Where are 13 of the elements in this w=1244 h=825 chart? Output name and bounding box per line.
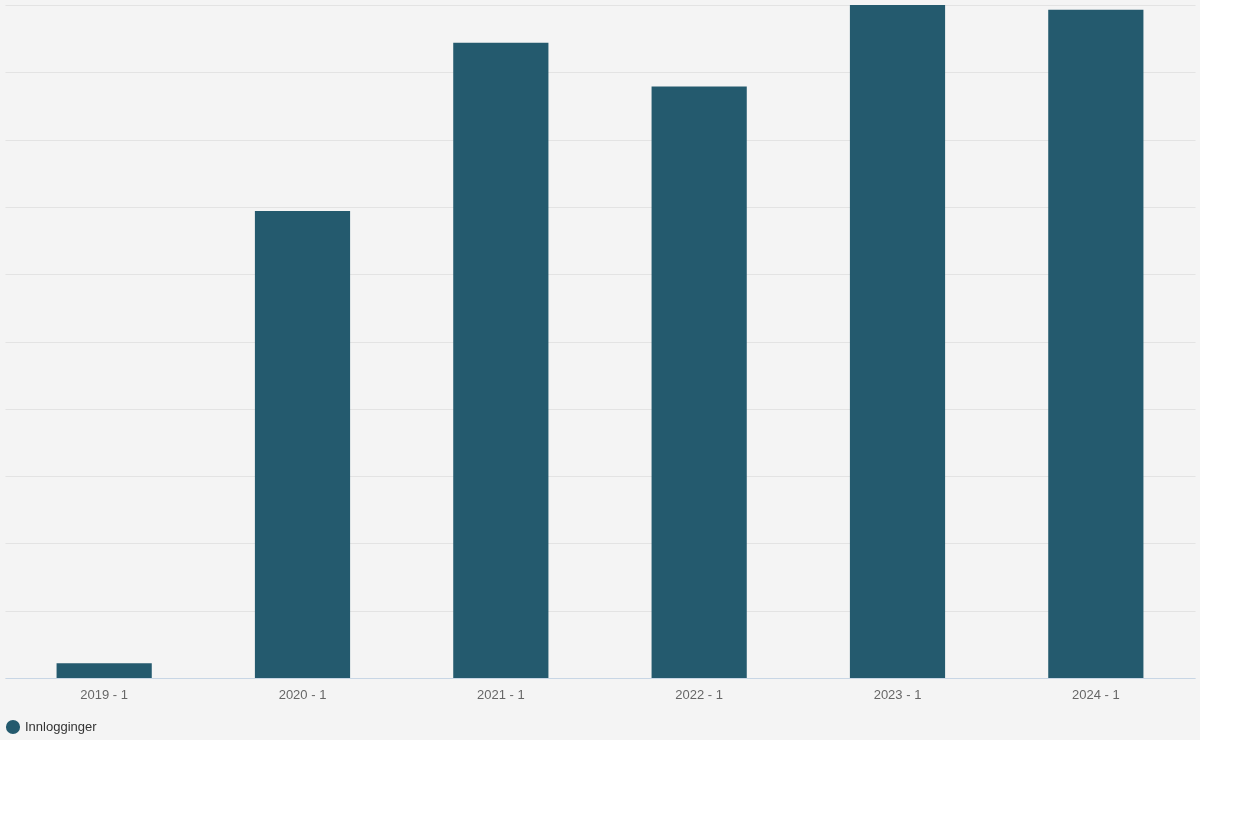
x-tick-label: 2021 - 1 <box>476 686 525 702</box>
x-tick-label: 2019 - 1 <box>80 686 129 702</box>
bar <box>453 42 549 678</box>
x-tick-label: 2022 - 1 <box>675 686 724 702</box>
x-tick-label: 2023 - 1 <box>873 686 922 702</box>
bar <box>849 5 946 678</box>
bar <box>254 210 351 678</box>
x-tick-label: 2020 - 1 <box>278 686 327 702</box>
x-tick-label: 2024 - 1 <box>1071 686 1120 702</box>
bar <box>56 663 152 678</box>
legend-label: Innlogginger <box>25 719 98 734</box>
bar <box>651 86 747 678</box>
bar <box>1048 9 1144 678</box>
